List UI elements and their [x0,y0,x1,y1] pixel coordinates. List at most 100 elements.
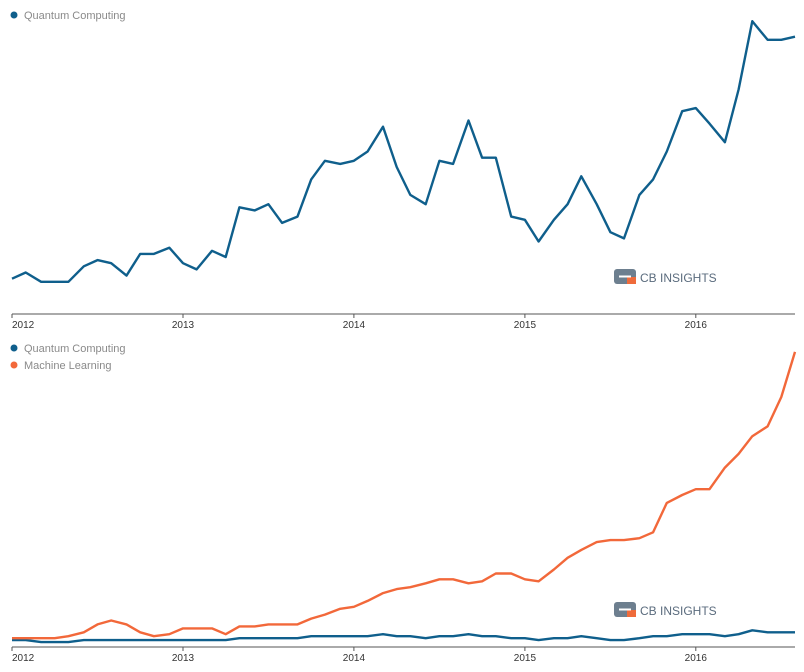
series-line-quantum-top[interactable] [11,20,796,283]
data-point-quantum-top-5[interactable] [81,264,86,269]
data-point-quantum-bot-31[interactable] [451,634,456,639]
data-point-ml-bot-29[interactable] [423,581,428,586]
data-point-quantum-top-22[interactable] [322,158,327,163]
data-point-ml-bot-6[interactable] [95,622,100,627]
data-point-quantum-bot-45[interactable] [651,634,656,639]
data-point-quantum-top-50[interactable] [722,140,727,145]
data-point-quantum-top-4[interactable] [66,279,71,284]
data-point-quantum-bot-24[interactable] [351,634,356,639]
data-point-ml-bot-44[interactable] [637,536,642,541]
data-point-ml-bot-30[interactable] [437,577,442,582]
data-point-quantum-top-7[interactable] [109,261,114,266]
data-point-quantum-bot-30[interactable] [437,634,442,639]
data-point-ml-bot-46[interactable] [664,500,669,505]
data-point-quantum-top-27[interactable] [394,165,399,170]
data-point-quantum-bot-39[interactable] [565,636,570,641]
data-point-quantum-bot-33[interactable] [480,634,485,639]
data-point-quantum-bot-25[interactable] [365,634,370,639]
data-point-ml-bot-12[interactable] [181,626,186,631]
data-point-quantum-bot-23[interactable] [338,634,343,639]
data-point-quantum-bot-18[interactable] [266,636,271,641]
data-point-quantum-bot-11[interactable] [167,638,172,643]
data-point-quantum-bot-17[interactable] [252,636,257,641]
data-point-ml-bot-47[interactable] [680,493,685,498]
data-point-ml-bot-54[interactable] [779,395,784,400]
data-point-ml-bot-38[interactable] [551,567,556,572]
data-point-quantum-bot-42[interactable] [608,638,613,643]
data-point-ml-bot-20[interactable] [295,622,300,627]
data-point-quantum-top-20[interactable] [295,214,300,219]
data-point-ml-bot-17[interactable] [252,624,257,629]
data-point-ml-bot-0[interactable] [10,636,15,641]
data-point-quantum-top-19[interactable] [280,220,285,225]
data-point-quantum-bot-9[interactable] [138,638,143,643]
data-point-ml-bot-1[interactable] [23,636,28,641]
data-point-quantum-bot-28[interactable] [408,634,413,639]
legend-bottom[interactable]: Quantum Computing Machine Learning [10,343,126,372]
data-point-ml-bot-21[interactable] [309,616,314,621]
data-point-quantum-bot-38[interactable] [551,636,556,641]
data-point-quantum-bot-20[interactable] [295,636,300,641]
data-point-quantum-bot-48[interactable] [693,632,698,637]
data-point-quantum-bot-44[interactable] [637,636,642,641]
data-point-quantum-top-13[interactable] [194,267,199,272]
data-point-ml-bot-8[interactable] [124,622,129,627]
data-point-quantum-bot-54[interactable] [779,630,784,635]
data-point-quantum-top-41[interactable] [594,202,599,207]
data-point-ml-bot-16[interactable] [237,624,242,629]
data-point-quantum-bot-29[interactable] [423,636,428,641]
data-point-quantum-top-23[interactable] [338,161,343,166]
data-point-ml-bot-27[interactable] [394,587,399,592]
data-point-ml-bot-11[interactable] [167,632,172,637]
data-point-quantum-top-54[interactable] [779,37,784,42]
data-point-quantum-top-2[interactable] [39,279,44,284]
data-point-quantum-bot-34[interactable] [493,634,498,639]
data-point-quantum-bot-14[interactable] [210,638,215,643]
data-point-ml-bot-39[interactable] [565,555,570,560]
series-line-quantum-bottom[interactable] [12,629,795,644]
data-point-quantum-bot-4[interactable] [66,640,71,645]
data-point-quantum-bot-5[interactable] [81,638,86,643]
data-point-quantum-top-15[interactable] [223,255,228,260]
data-point-ml-bot-55[interactable] [793,349,798,354]
data-point-quantum-top-31[interactable] [451,161,456,166]
data-point-quantum-top-26[interactable] [381,124,386,129]
data-point-quantum-top-30[interactable] [437,158,442,163]
data-point-quantum-top-17[interactable] [252,208,257,213]
data-point-quantum-top-55[interactable] [793,34,798,39]
data-point-quantum-top-51[interactable] [736,87,741,92]
data-point-quantum-bot-36[interactable] [522,636,527,641]
data-point-quantum-bot-53[interactable] [765,630,770,635]
data-point-ml-bot-13[interactable] [194,626,199,631]
data-point-quantum-top-53[interactable] [765,37,770,42]
data-point-quantum-top-21[interactable] [309,177,314,182]
data-point-quantum-top-52[interactable] [750,19,755,24]
data-point-ml-bot-32[interactable] [466,581,471,586]
data-point-quantum-bot-22[interactable] [322,634,327,639]
data-point-quantum-top-1[interactable] [23,270,28,275]
data-point-ml-bot-37[interactable] [536,579,541,584]
data-point-quantum-top-44[interactable] [637,192,642,197]
data-point-quantum-bot-32[interactable] [466,632,471,637]
data-point-quantum-top-0[interactable] [10,276,15,281]
data-point-ml-bot-14[interactable] [210,626,215,631]
data-point-quantum-bot-50[interactable] [722,634,727,639]
data-point-ml-bot-41[interactable] [594,540,599,545]
data-point-quantum-top-10[interactable] [151,251,156,256]
data-point-quantum-top-29[interactable] [423,202,428,207]
data-point-quantum-top-3[interactable] [52,279,57,284]
data-point-ml-bot-53[interactable] [765,424,770,429]
data-point-ml-bot-26[interactable] [381,591,386,596]
data-point-quantum-bot-46[interactable] [664,634,669,639]
data-point-quantum-top-48[interactable] [693,106,698,111]
data-point-quantum-bot-55[interactable] [793,630,798,635]
data-point-ml-bot-51[interactable] [736,451,741,456]
data-point-ml-bot-45[interactable] [651,530,656,535]
data-point-ml-bot-22[interactable] [322,612,327,617]
data-point-ml-bot-4[interactable] [66,634,71,639]
data-point-quantum-bot-19[interactable] [280,636,285,641]
data-point-ml-bot-19[interactable] [280,622,285,627]
legend-top[interactable]: Quantum Computing [10,10,126,22]
data-point-quantum-top-42[interactable] [608,230,613,235]
data-point-quantum-bot-35[interactable] [509,636,514,641]
